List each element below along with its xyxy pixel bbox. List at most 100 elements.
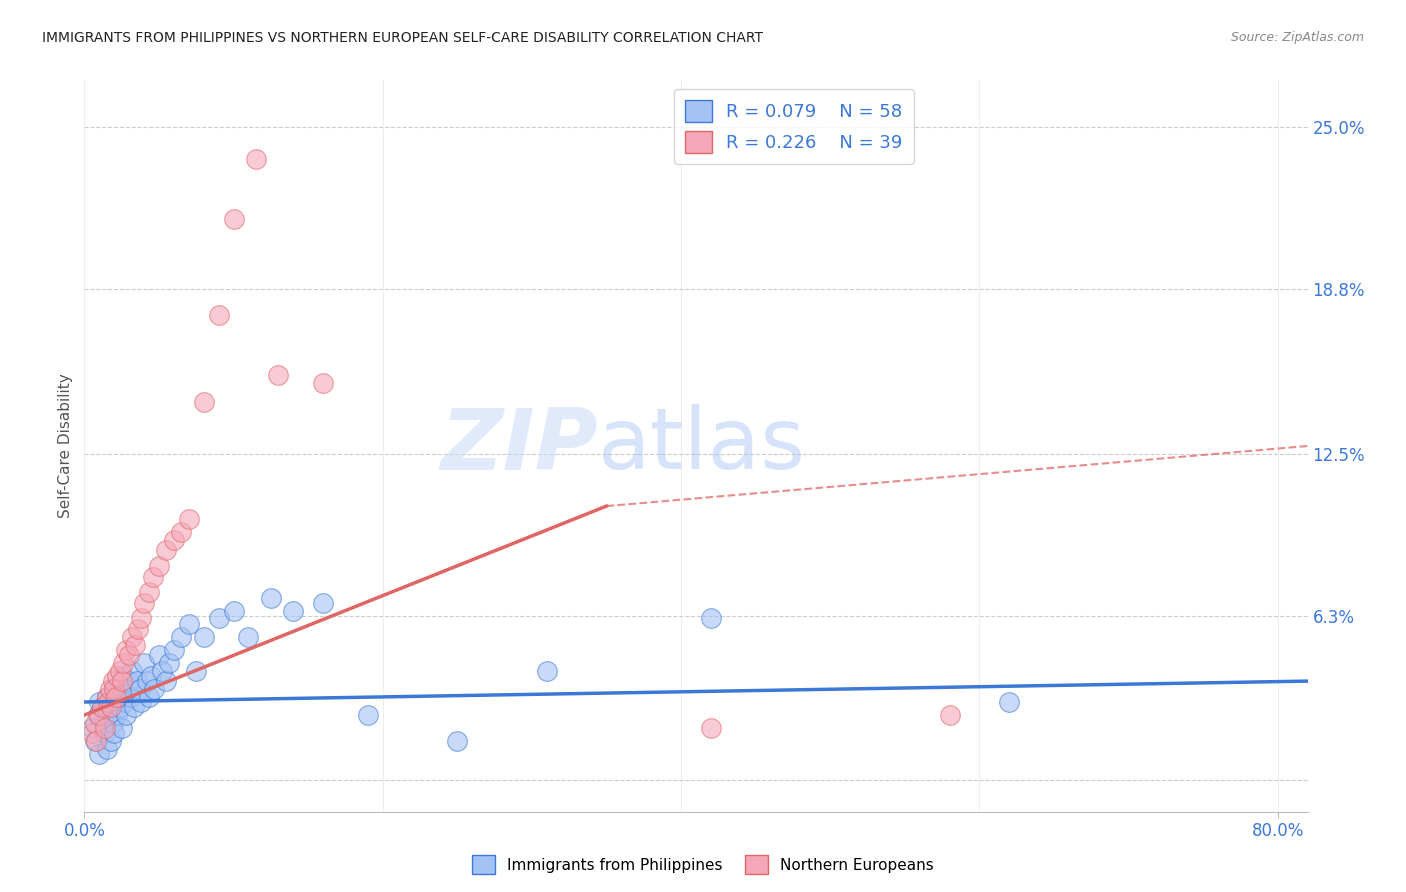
Point bbox=[89, 708, 111, 723]
Point bbox=[105, 669, 128, 683]
Point bbox=[118, 648, 141, 662]
Point bbox=[260, 591, 283, 605]
Point bbox=[536, 664, 558, 678]
Point bbox=[132, 596, 155, 610]
Point bbox=[101, 674, 124, 689]
Point bbox=[143, 681, 166, 696]
Point bbox=[89, 747, 111, 762]
Point bbox=[122, 700, 145, 714]
Point bbox=[129, 695, 152, 709]
Point bbox=[222, 211, 245, 226]
Point bbox=[101, 715, 124, 730]
Point bbox=[177, 512, 200, 526]
Point bbox=[98, 695, 121, 709]
Point bbox=[148, 648, 170, 662]
Point bbox=[312, 376, 335, 391]
Point bbox=[124, 638, 146, 652]
Text: atlas: atlas bbox=[598, 404, 806, 488]
Text: ZIP: ZIP bbox=[440, 404, 598, 488]
Point bbox=[141, 669, 163, 683]
Point bbox=[80, 721, 103, 735]
Point bbox=[186, 664, 208, 678]
Point bbox=[700, 721, 723, 735]
Point bbox=[103, 681, 125, 696]
Point bbox=[998, 695, 1021, 709]
Point bbox=[98, 681, 121, 696]
Point bbox=[446, 734, 468, 748]
Point bbox=[89, 695, 111, 709]
Text: IMMIGRANTS FROM PHILIPPINES VS NORTHERN EUROPEAN SELF-CARE DISABILITY CORRELATIO: IMMIGRANTS FROM PHILIPPINES VS NORTHERN … bbox=[42, 31, 763, 45]
Point bbox=[96, 690, 118, 704]
Point bbox=[138, 690, 160, 704]
Point bbox=[112, 669, 135, 683]
Point bbox=[104, 695, 127, 709]
Point bbox=[283, 604, 305, 618]
Point bbox=[170, 525, 193, 540]
Point bbox=[103, 681, 125, 696]
Point bbox=[127, 622, 149, 636]
Point bbox=[142, 569, 165, 583]
Point bbox=[115, 708, 138, 723]
Point bbox=[163, 642, 186, 657]
Point bbox=[222, 604, 245, 618]
Legend: Immigrants from Philippines, Northern Europeans: Immigrants from Philippines, Northern Eu… bbox=[465, 849, 941, 880]
Point bbox=[111, 674, 134, 689]
Point bbox=[121, 664, 143, 678]
Point bbox=[938, 708, 960, 723]
Point bbox=[136, 674, 159, 689]
Point bbox=[155, 543, 177, 558]
Point bbox=[148, 559, 170, 574]
Point bbox=[94, 721, 117, 735]
Point bbox=[93, 715, 115, 730]
Point bbox=[108, 700, 131, 714]
Point bbox=[83, 734, 105, 748]
Point bbox=[105, 708, 128, 723]
Point bbox=[163, 533, 186, 547]
Point bbox=[157, 656, 180, 670]
Point bbox=[100, 700, 122, 714]
Point bbox=[170, 630, 193, 644]
Text: Source: ZipAtlas.com: Source: ZipAtlas.com bbox=[1230, 31, 1364, 45]
Point bbox=[193, 630, 215, 644]
Point bbox=[108, 664, 131, 678]
Point bbox=[83, 715, 105, 730]
Point bbox=[97, 695, 120, 709]
Point bbox=[112, 656, 135, 670]
Point bbox=[96, 690, 118, 704]
Y-axis label: Self-Care Disability: Self-Care Disability bbox=[58, 374, 73, 518]
Point bbox=[87, 708, 110, 723]
Point bbox=[193, 394, 215, 409]
Point bbox=[155, 674, 177, 689]
Point bbox=[100, 734, 122, 748]
Point bbox=[100, 700, 122, 714]
Point bbox=[312, 596, 335, 610]
Point bbox=[115, 642, 138, 657]
Point bbox=[238, 630, 260, 644]
Point bbox=[132, 656, 155, 670]
Point bbox=[111, 721, 134, 735]
Point bbox=[91, 700, 114, 714]
Point bbox=[357, 708, 380, 723]
Point bbox=[129, 611, 152, 625]
Point bbox=[91, 700, 114, 714]
Legend: R = 0.079    N = 58, R = 0.226    N = 39: R = 0.079 N = 58, R = 0.226 N = 39 bbox=[673, 89, 914, 164]
Point bbox=[245, 152, 267, 166]
Point bbox=[138, 585, 160, 599]
Point bbox=[207, 309, 229, 323]
Point bbox=[107, 690, 129, 704]
Point bbox=[207, 611, 229, 625]
Point bbox=[94, 726, 117, 740]
Point bbox=[118, 674, 141, 689]
Point bbox=[121, 630, 143, 644]
Point bbox=[84, 734, 107, 748]
Point bbox=[700, 611, 723, 625]
Point bbox=[104, 690, 127, 704]
Point bbox=[96, 742, 118, 756]
Point bbox=[114, 695, 136, 709]
Point bbox=[103, 726, 125, 740]
Point bbox=[150, 664, 173, 678]
Point bbox=[177, 616, 200, 631]
Point bbox=[80, 726, 103, 740]
Point bbox=[125, 674, 148, 689]
Point bbox=[267, 368, 290, 383]
